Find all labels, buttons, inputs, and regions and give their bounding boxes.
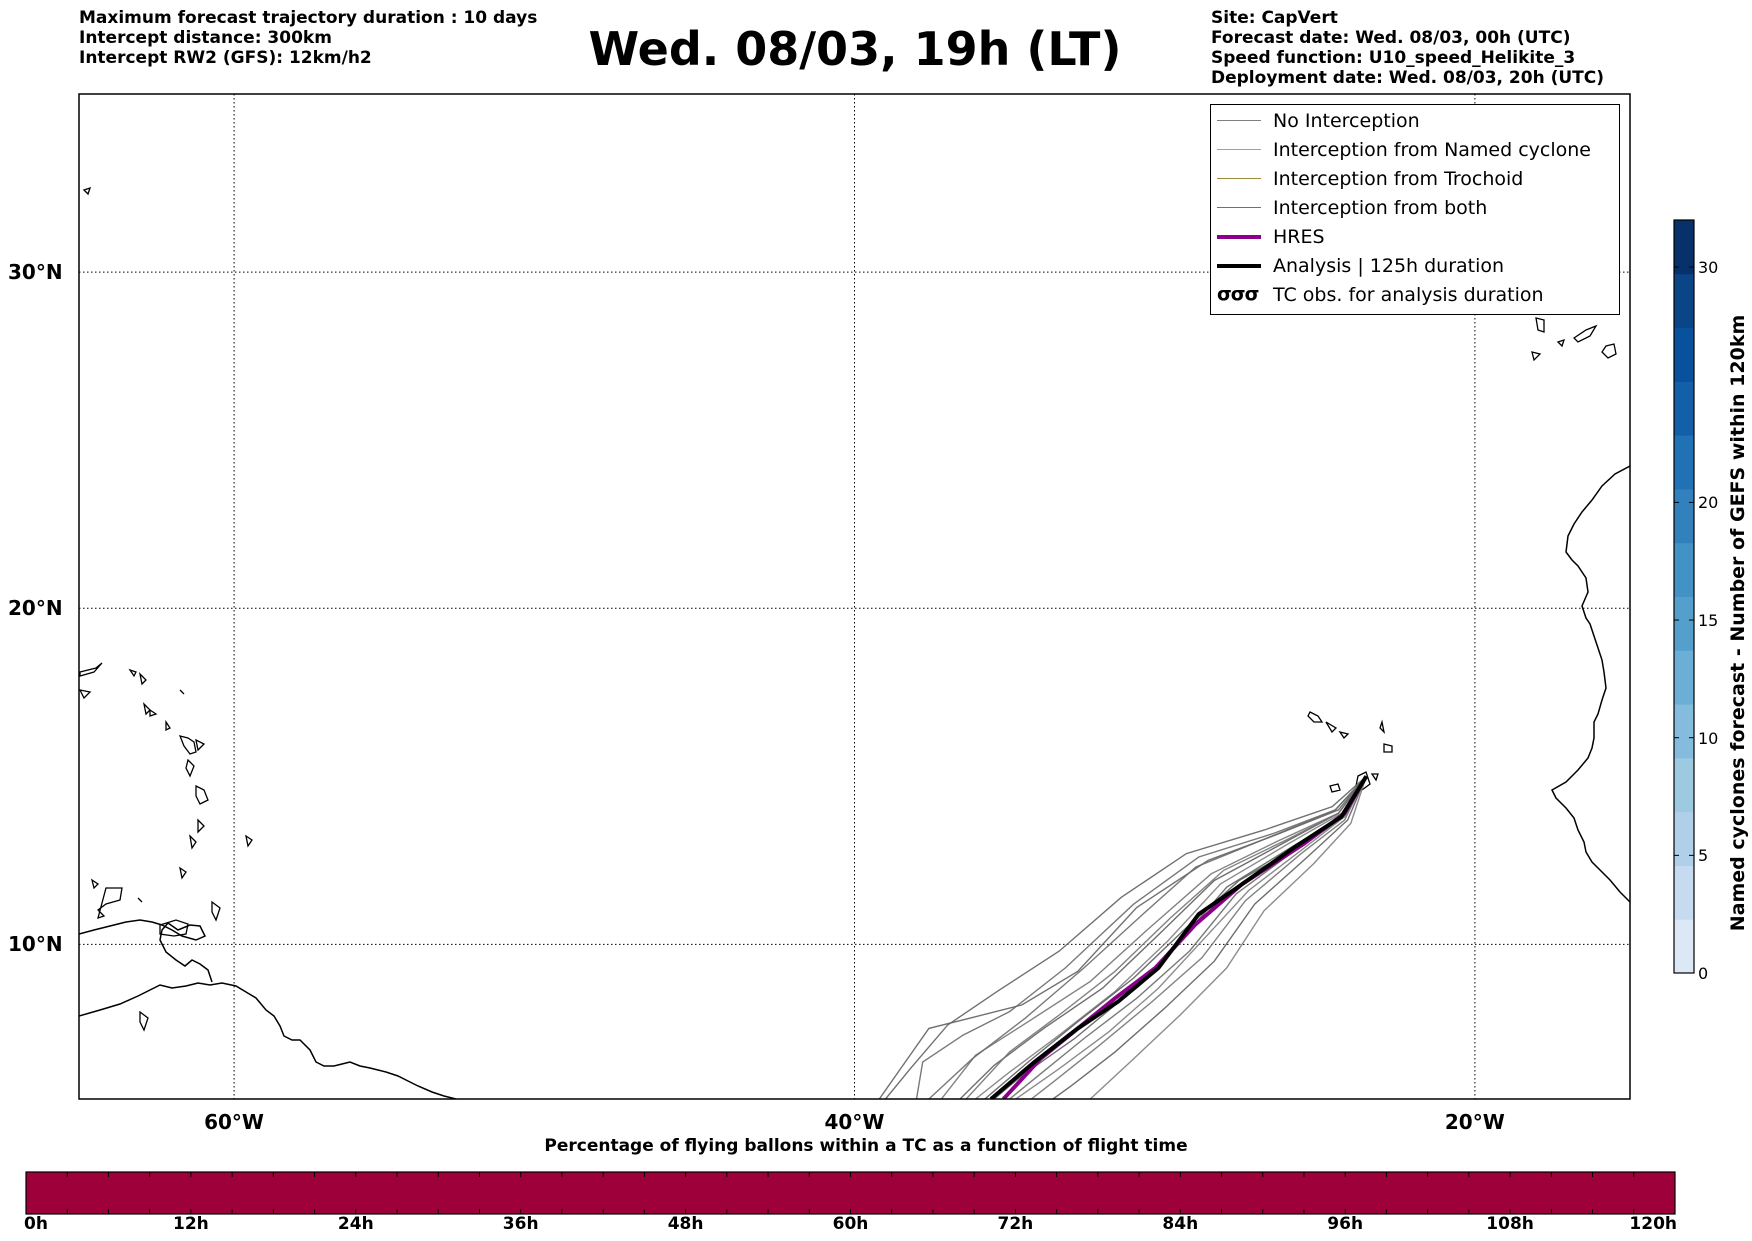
legend-item-hres: HRES <box>1211 223 1619 252</box>
colorbar-bottom-bar <box>25 1171 1676 1215</box>
colorbar-right-segment <box>1674 919 1694 974</box>
colorbar-right-title: Named cyclones forecast - Number of GEFS… <box>1727 314 1749 932</box>
legend-swatch <box>1217 149 1261 151</box>
trajectory-layer <box>878 775 1369 1099</box>
colorbar-right-tick-label: 20 <box>1698 493 1719 513</box>
colorbar-bottom-tick-label: 12h <box>173 1214 209 1234</box>
legend-label: Analysis | 125h duration <box>1273 255 1505 277</box>
colorbar-right-segment <box>1674 381 1694 436</box>
coastline-africa <box>1551 465 1630 903</box>
colorbar-right-segment <box>1674 757 1694 813</box>
colorbar-right-segment <box>1674 273 1694 329</box>
max-duration-text: Maximum forecast trajectory duration : 1… <box>79 8 538 28</box>
colorbar-bottom-tick-label: 48h <box>667 1214 704 1234</box>
ensemble-trajectory <box>928 775 1367 1099</box>
colorbar-right-tick-label: 5 <box>1698 846 1709 866</box>
intercept-distance-text: Intercept distance: 300km <box>79 28 332 48</box>
legend: No Interception Interception from Named … <box>1210 104 1620 315</box>
colorbar-right-segment <box>1674 488 1694 544</box>
ensemble-trajectory <box>965 775 1367 1099</box>
legend-swatch <box>1217 207 1261 209</box>
legend-item-analysis: Analysis | 125h duration <box>1211 252 1619 281</box>
colorbar-bottom-tick-label: 84h <box>1162 1214 1199 1234</box>
ensemble-trajectory <box>975 775 1367 1099</box>
colorbar-bottom-tick-label: 36h <box>502 1214 539 1234</box>
colorbar-right-segment <box>1674 220 1694 275</box>
legend-swatch <box>1217 264 1261 268</box>
coastline-canary-islands <box>1531 317 1617 362</box>
colorbar-bottom-tick-label: 120h <box>1629 1214 1677 1234</box>
colorbar-bottom-title: Percentage of flying ballons within a TC… <box>544 1136 1188 1156</box>
colorbar-right-segment <box>1674 542 1694 597</box>
legend-item-named-cyclone: Interception from Named cyclone <box>1211 136 1619 165</box>
colorbar-right-tick-label: 15 <box>1698 611 1719 631</box>
tc-symbol-icon: σσσ <box>1217 283 1259 305</box>
colorbar-bottom-tick-label: 96h <box>1327 1214 1364 1234</box>
colorbar-right-tick-label: 10 <box>1698 728 1719 748</box>
ensemble-trajectory <box>1030 775 1367 1099</box>
colorbar-right-tick-label: 30 <box>1698 258 1719 278</box>
colorbar-right-segment <box>1674 596 1694 651</box>
legend-swatch <box>1217 235 1261 239</box>
legend-item-no-interception: No Interception <box>1211 107 1619 136</box>
coastline-trinidad <box>159 919 189 937</box>
ensemble-trajectory <box>884 775 1367 1099</box>
colorbar-right-tick-label: 0 <box>1698 964 1709 983</box>
map-frame <box>78 93 1631 1100</box>
colorbar-right-segment <box>1674 865 1694 920</box>
legend-item-tc-obs: σσσ TC obs. for analysis duration <box>1211 281 1619 310</box>
coastline-south-america <box>79 982 457 1099</box>
coastline-cape-verde <box>1307 711 1393 793</box>
legend-swatch <box>1217 178 1261 180</box>
colorbar-right-segment <box>1674 327 1694 382</box>
colorbar-bottom-tick-label: 0h <box>24 1214 48 1234</box>
coastline-venezuela-coast <box>79 919 213 983</box>
legend-label: HRES <box>1273 226 1325 248</box>
legend-label: TC obs. for analysis duration <box>1273 284 1544 306</box>
colorbar-bottom <box>25 1171 1676 1215</box>
colorbar-bottom-tick-label: 60h <box>832 1214 869 1234</box>
ensemble-trajectory <box>1089 776 1367 1099</box>
lat-tick-30n: 30°N <box>8 260 63 285</box>
colorbar-bottom-tick-label: 72h <box>997 1214 1034 1234</box>
lon-tick-40w: 40°W <box>824 1110 885 1134</box>
intercept-rw2-text: Intercept RW2 (GFS): 12km/h2 <box>79 48 372 68</box>
colorbar-right-frame <box>1673 219 1695 974</box>
colorbar-bottom-tick-label: 24h <box>337 1214 374 1234</box>
ensemble-trajectory <box>1052 776 1367 1099</box>
legend-swatch <box>1217 120 1261 122</box>
forecast-date-text: Forecast date: Wed. 08/03, 00h (UTC) <box>1211 28 1571 48</box>
legend-label: Interception from both <box>1273 197 1488 219</box>
colorbar-right-segment <box>1674 704 1694 759</box>
lon-tick-20w: 20°W <box>1444 1110 1505 1134</box>
header-right-info: Site: CapVert Forecast date: Wed. 08/03,… <box>1211 8 1604 88</box>
colorbar-right-segment <box>1674 650 1694 705</box>
site-text: Site: CapVert <box>1211 8 1338 28</box>
ensemble-trajectory <box>940 775 1367 1099</box>
header-left-info: Maximum forecast trajectory duration : 1… <box>79 8 537 68</box>
analysis-trajectory <box>989 775 1369 1099</box>
legend-label: Interception from Trochoid <box>1273 168 1524 190</box>
lat-tick-20n: 20°N <box>8 596 63 621</box>
speed-function-text: Speed function: U10_speed_Helikite_3 <box>1211 48 1576 68</box>
colorbar-right <box>1673 219 1695 974</box>
ensemble-trajectory <box>915 775 1367 1099</box>
legend-item-both: Interception from both <box>1211 194 1619 223</box>
lat-tick-10n: 10°N <box>8 932 63 957</box>
legend-item-trochoid: Interception from Trochoid <box>1211 165 1619 194</box>
ensemble-trajectory <box>1015 775 1367 1099</box>
legend-label: Interception from Named cyclone <box>1273 139 1591 161</box>
chart-title: Wed. 08/03, 19h (LT) <box>588 22 1122 76</box>
colorbar-right-segment <box>1674 435 1694 490</box>
coastline-caribbean-islands <box>79 186 253 1032</box>
coastlines <box>79 186 1630 1099</box>
colorbar-bottom-tick-label: 108h <box>1486 1214 1534 1234</box>
colorbar-right-segment <box>1674 811 1694 866</box>
lon-tick-60w: 60°W <box>204 1110 264 1134</box>
legend-label: No Interception <box>1273 110 1420 132</box>
deployment-date-text: Deployment date: Wed. 08/03, 20h (UTC) <box>1211 68 1605 88</box>
